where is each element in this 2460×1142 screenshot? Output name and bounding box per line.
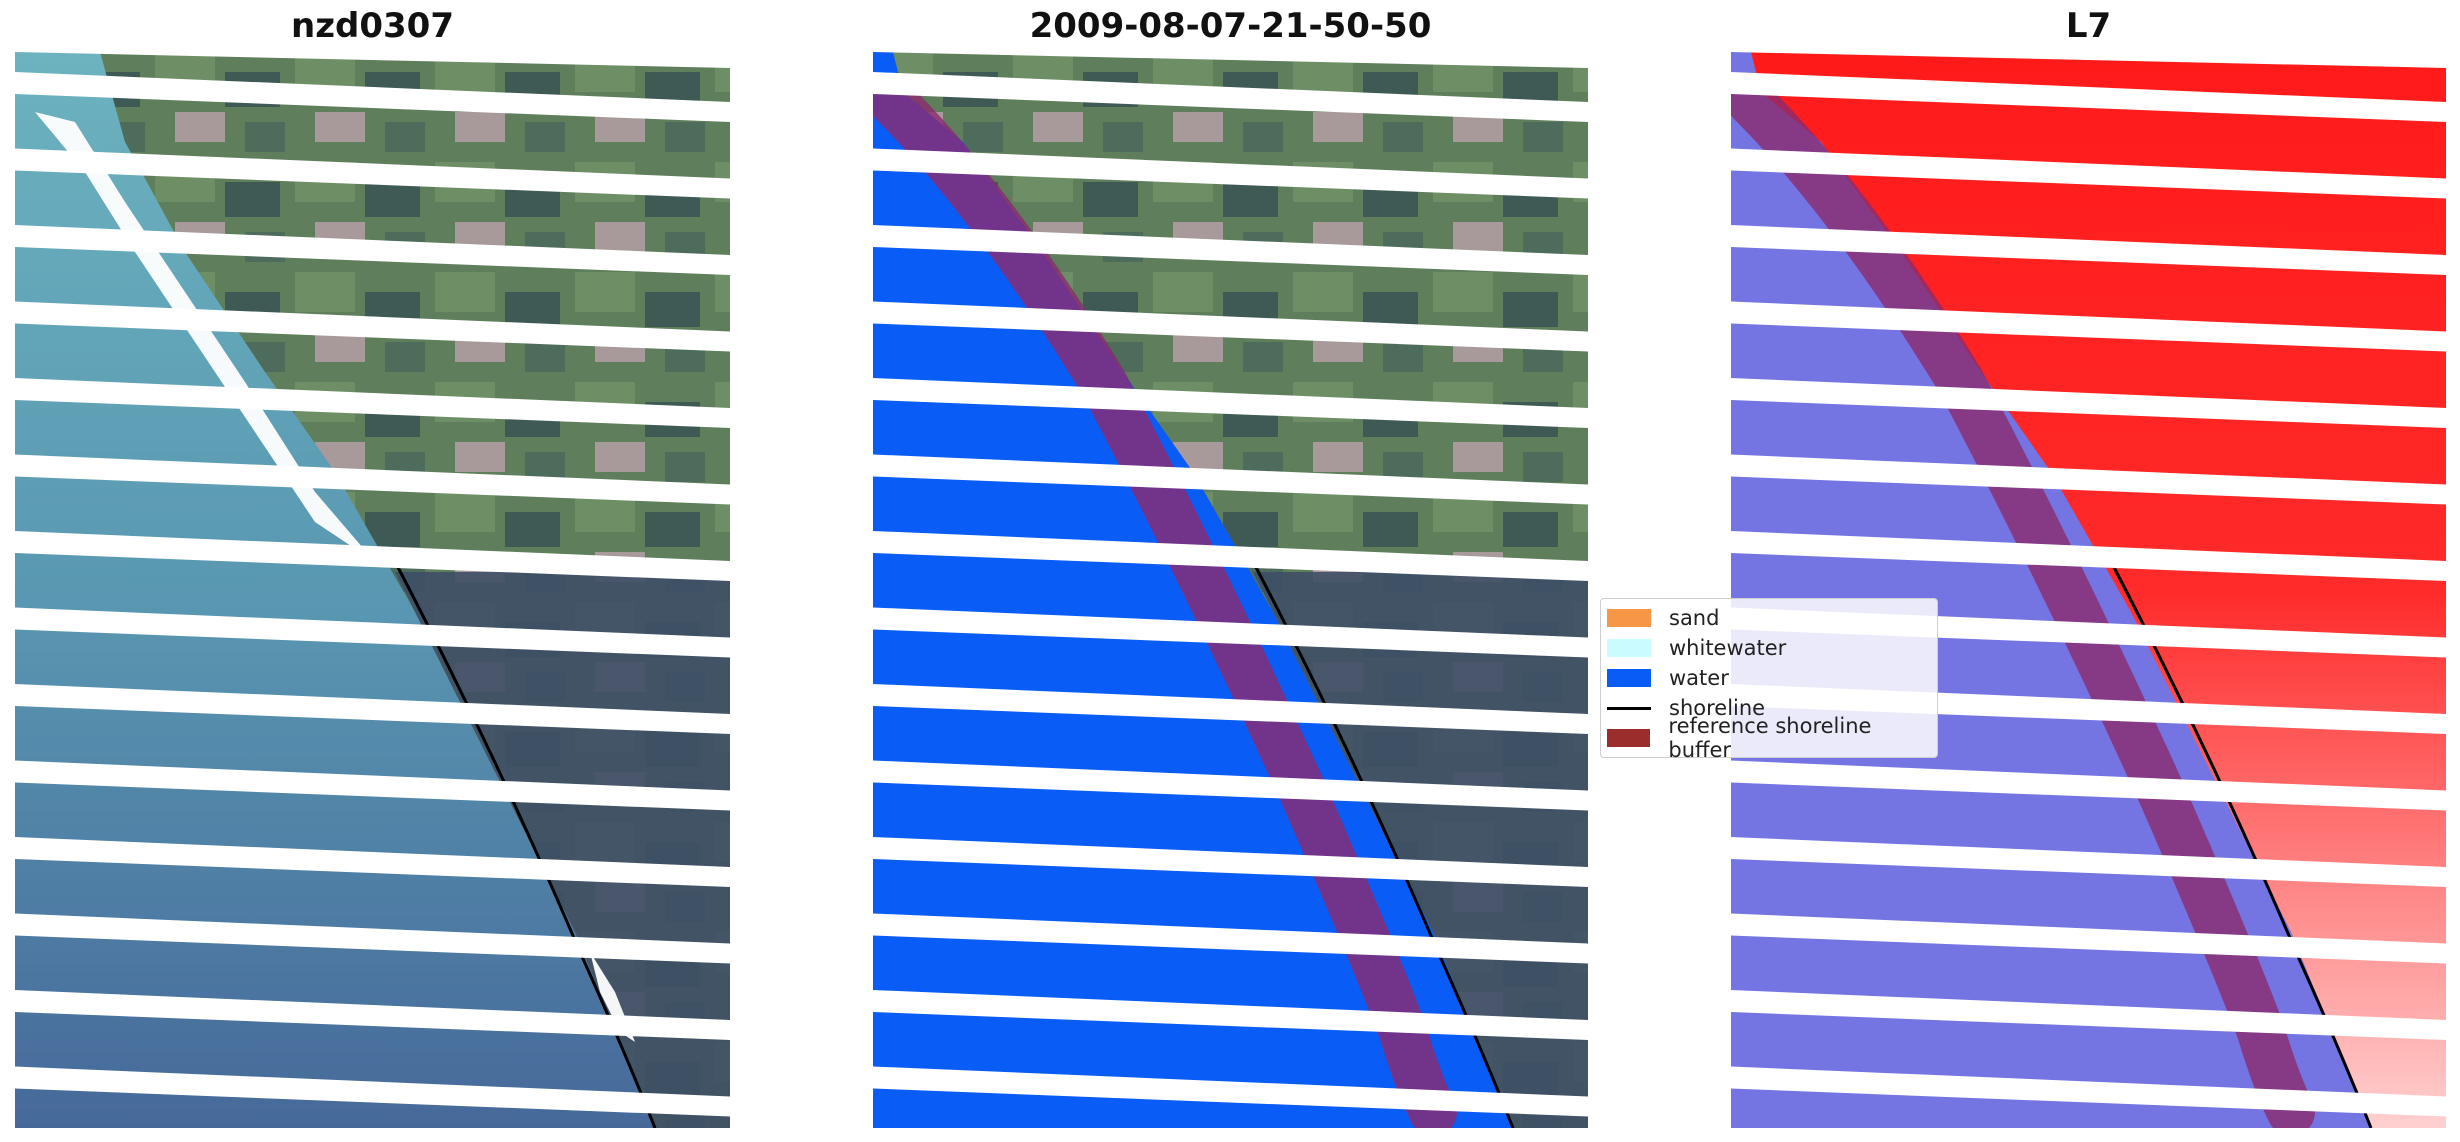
scanline-gap: [15, 1066, 730, 1117]
scanline-gap: [873, 225, 1588, 275]
scanline-gap: [873, 531, 1588, 581]
scanline-gaps: [873, 52, 1588, 1117]
scanline-gap: [15, 607, 730, 658]
scanline-gap: [1731, 378, 2446, 428]
scanline-gap: [15, 72, 730, 122]
scanline-gap: [873, 913, 1588, 964]
scanline-gap: [15, 52, 730, 68]
legend-item-shoreline: shoreline: [1607, 693, 1765, 723]
scanline-gap: [1731, 990, 2446, 1040]
scanline-gap: [873, 607, 1588, 658]
legend-label: shoreline: [1669, 696, 1766, 720]
detected-shoreline: [2104, 551, 2373, 1128]
legend-swatch-sand: [1607, 609, 1651, 627]
scanline-gap: [15, 148, 730, 199]
legend-label: reference shoreline buffer: [1668, 714, 1872, 762]
scanline-gap: [15, 760, 730, 811]
panel-title-rgb: nzd0307: [291, 6, 454, 46]
scanline-gap: [873, 990, 1588, 1040]
legend-line-shoreline: [1607, 706, 1651, 710]
scanline-gap: [873, 72, 1588, 122]
scanline-gap: [873, 837, 1588, 887]
scanline-gap: [15, 531, 730, 581]
legend-item-reference-buffer: reference shoreline buffer: [1607, 714, 1937, 762]
legend-swatch-water: [1607, 669, 1651, 687]
scanline-gap: [15, 225, 730, 275]
detected-shoreline: [1246, 551, 1515, 1128]
index-panel: [1731, 52, 2446, 1128]
legend-item-whitewater: whitewater: [1607, 633, 1786, 663]
legend-swatch-whitewater: [1607, 639, 1651, 657]
scanline-gap: [1731, 225, 2446, 275]
scanline-gap: [1731, 531, 2446, 581]
scanline-gap: [873, 1066, 1588, 1117]
legend: sand whitewater water shoreline referenc…: [1600, 598, 1938, 762]
legend-item-sand: sand: [1607, 603, 1719, 633]
scanline-gap: [1731, 1066, 2446, 1117]
scanline-gap: [1731, 148, 2446, 199]
scanline-gap: [873, 52, 1588, 68]
scanline-gap: [15, 913, 730, 964]
scanline-gap: [873, 378, 1588, 428]
scanline-gap: [873, 148, 1588, 199]
surf-zone: [35, 112, 375, 562]
scanline-gaps: [1731, 52, 2446, 1117]
scanline-gap: [1731, 72, 2446, 122]
legend-label: water: [1669, 666, 1729, 690]
scanline-gap: [873, 760, 1588, 811]
legend-item-water: water: [1607, 663, 1729, 693]
scanline-gap: [873, 301, 1588, 352]
classification-panel: [873, 52, 1588, 1128]
scanline-gap: [1731, 301, 2446, 352]
panel-title-classification: 2009-08-07-21-50-50: [1029, 6, 1432, 46]
scanline-gap: [873, 454, 1588, 505]
scanline-gap: [15, 378, 730, 428]
legend-label: whitewater: [1669, 636, 1787, 660]
scanline-gap: [1731, 760, 2446, 811]
panel-title-index: L7: [2065, 6, 2112, 46]
scanline-gap: [15, 837, 730, 887]
scanline-gap: [1731, 837, 2446, 887]
scanline-gap: [1731, 913, 2446, 964]
scanline-gaps: [15, 52, 730, 1117]
rgb-image-panel: [15, 52, 730, 1128]
scanline-gap: [1731, 52, 2446, 68]
scanline-gap: [15, 301, 730, 352]
scanline-gap: [15, 454, 730, 505]
scanline-gap: [15, 684, 730, 734]
scanline-gap: [1731, 454, 2446, 505]
scanline-gap: [873, 684, 1588, 734]
legend-label: sand: [1669, 606, 1720, 630]
detected-shoreline: [388, 551, 657, 1128]
scanline-gap: [15, 990, 730, 1040]
legend-swatch-reference-buffer: [1607, 729, 1651, 747]
